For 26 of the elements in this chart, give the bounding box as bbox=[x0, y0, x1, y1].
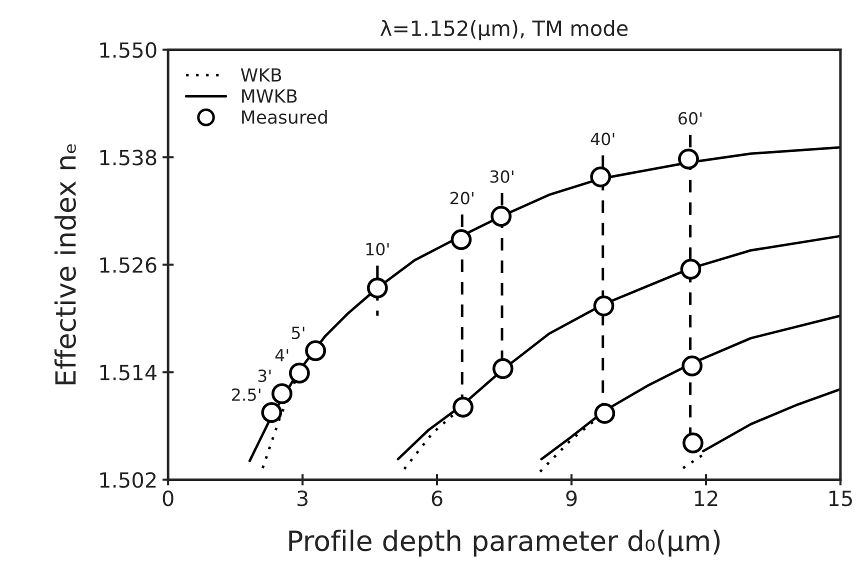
y-tick-label: 1.514 bbox=[100, 364, 157, 380]
annotation: 40' bbox=[590, 132, 614, 146]
annotation: 20' bbox=[450, 192, 474, 204]
annotation: 30' bbox=[490, 170, 514, 183]
annotation: 60' bbox=[678, 112, 702, 125]
x-tick-label: 3 bbox=[298, 490, 308, 506]
legend-label: WKB bbox=[240, 68, 282, 82]
x-axis-title: Profile depth parameter d₀(μm) bbox=[289, 530, 720, 557]
annotation: 3' bbox=[258, 370, 271, 382]
legend-label: Measured bbox=[242, 110, 327, 124]
annotation: 10' bbox=[366, 242, 389, 256]
x-tick-label: 12 bbox=[695, 490, 718, 506]
chart-title: λ=1.152(μm), TM mode bbox=[380, 20, 628, 40]
y-axis-title: Effective index nₑ bbox=[54, 144, 76, 384]
x-tick-label: 9 bbox=[566, 490, 577, 506]
y-tick-label: 1.538 bbox=[100, 150, 156, 166]
y-tick-label: 1.502 bbox=[100, 472, 156, 488]
legend-label: MWKB bbox=[242, 89, 297, 103]
annotation: 4' bbox=[275, 349, 288, 362]
y-tick-label: 1.550 bbox=[100, 42, 156, 58]
x-tick-label: 6 bbox=[432, 490, 442, 506]
x-tick-label: 0 bbox=[162, 490, 174, 506]
annotation: 2.5' bbox=[232, 388, 260, 401]
y-tick-label: 1.526 bbox=[100, 257, 156, 273]
annotation: 5' bbox=[292, 326, 304, 340]
x-tick-label: 15 bbox=[829, 490, 852, 506]
